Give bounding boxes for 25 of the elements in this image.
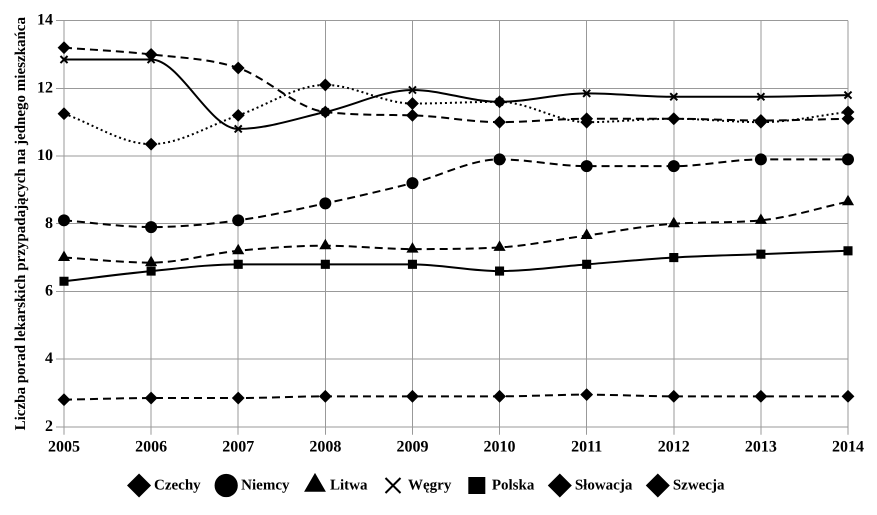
x-tick-label: 2005 <box>48 438 80 456</box>
x-tick-label: 2013 <box>744 438 777 456</box>
y-tick-label: 2 <box>45 418 53 435</box>
y-tick-label: 4 <box>45 350 53 368</box>
x-tick-label: 2010 <box>484 438 516 456</box>
legend-label: Słowacja <box>574 477 633 494</box>
y-tick-label: 8 <box>45 214 53 232</box>
x-tick-label: 2011 <box>571 438 602 456</box>
legend-label: Litwa <box>330 477 368 494</box>
legend-label: Węgry <box>408 477 452 494</box>
x-tick-label: 2014 <box>832 438 864 456</box>
y-tick-label: 12 <box>37 79 53 96</box>
x-tick-label: 2006 <box>135 438 168 456</box>
y-axis-title: Liczba porad lekarskich przypadających na jednego mieszkańca <box>12 16 29 430</box>
x-tick-label: 2008 <box>309 438 342 456</box>
y-tick-label: 10 <box>37 147 53 164</box>
y-tick-label: 14 <box>37 12 53 29</box>
legend-label: Szwecja <box>672 477 725 494</box>
y-tick-label: 6 <box>45 282 53 300</box>
x-tick-label: 2007 <box>222 438 254 456</box>
legend-label: Polska <box>492 477 535 494</box>
legend-label: Czechy <box>154 477 202 494</box>
legend-label: Niemcy <box>241 477 290 494</box>
x-tick-label: 2012 <box>658 438 690 456</box>
x-tick-label: 2009 <box>396 438 428 456</box>
